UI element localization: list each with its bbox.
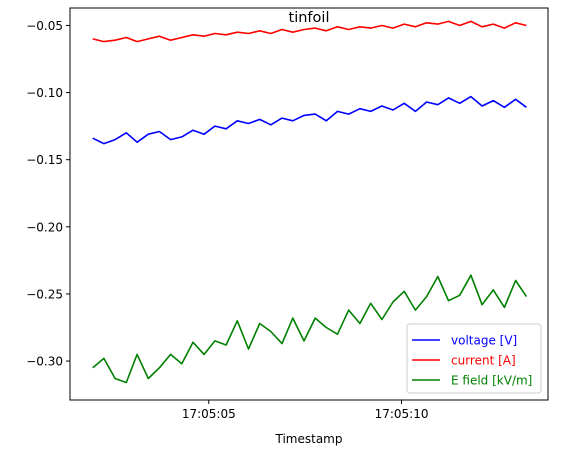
plot-lines (92, 20, 528, 384)
legend-box (406, 323, 542, 394)
series-line-2 (92, 274, 528, 384)
y-tick-label: −0.25 (26, 287, 63, 301)
y-tick-label: −0.10 (26, 86, 63, 100)
plot-frame (69, 7, 549, 401)
y-tick-label: −0.30 (26, 355, 63, 369)
legend-label: voltage [V] (451, 334, 517, 348)
x-axis: 17:05:05 17:05:10 (182, 400, 429, 421)
legend: voltage [V] current [A] E field [kV/m] (406, 323, 542, 394)
series-line-0 (92, 95, 527, 145)
x-axis-label: Timestamp (275, 432, 343, 446)
y-axis: −0.05 −0.10 −0.15 −0.20 −0.25 −0.30 (26, 19, 70, 369)
y-tick-label: −0.15 (26, 153, 63, 167)
chart-title: tinfoil (289, 10, 330, 26)
x-tick-label: 17:05:10 (375, 407, 429, 421)
y-tick-label: −0.20 (26, 220, 63, 234)
series-line-1 (92, 20, 527, 43)
legend-label: current [A] (451, 354, 516, 368)
y-tick-label: −0.05 (26, 19, 63, 33)
legend-label: E field [kV/m] (451, 374, 532, 388)
x-tick-label: 17:05:05 (182, 407, 236, 421)
